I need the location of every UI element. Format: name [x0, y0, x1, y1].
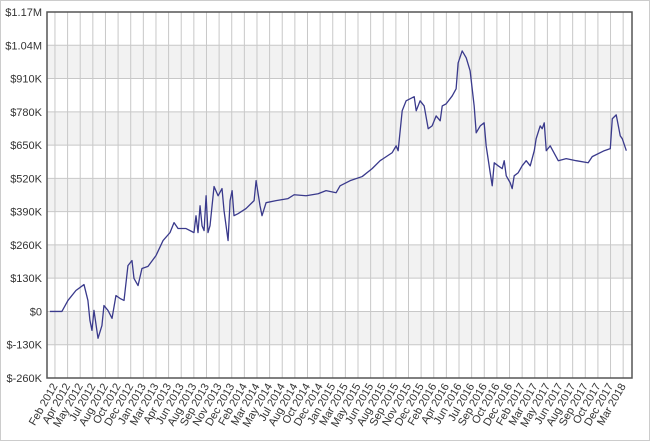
- plot-band: [47, 244, 632, 279]
- y-tick-label: $0: [30, 306, 42, 318]
- y-tick-label: $1.17M: [5, 7, 42, 19]
- grid: [46, 11, 633, 379]
- y-tick-label: $520K: [10, 173, 42, 185]
- y-tick-label: $910K: [10, 74, 42, 86]
- y-tick-label: $780K: [10, 107, 42, 119]
- y-tick-label: $-130K: [7, 340, 43, 352]
- tick-labels: $-260K $-130K $0 $130K $260K $390K $520K $650K $…: [5, 7, 628, 429]
- y-tick-label: $130K: [10, 273, 42, 285]
- y-tick-label: $650K: [10, 140, 42, 152]
- plot-band: [47, 311, 632, 345]
- series-line: [49, 50, 627, 339]
- y-tick-label: $1.04M: [5, 40, 42, 52]
- plot-band: [47, 178, 632, 212]
- plot-band: [47, 45, 632, 79]
- plot-background: [47, 12, 632, 378]
- plot-border: [46, 11, 633, 379]
- y-tick-label: $390K: [10, 207, 42, 219]
- y-tick-label: $-260K: [7, 373, 43, 385]
- series: [49, 50, 627, 339]
- y-tick-label: $260K: [10, 240, 42, 252]
